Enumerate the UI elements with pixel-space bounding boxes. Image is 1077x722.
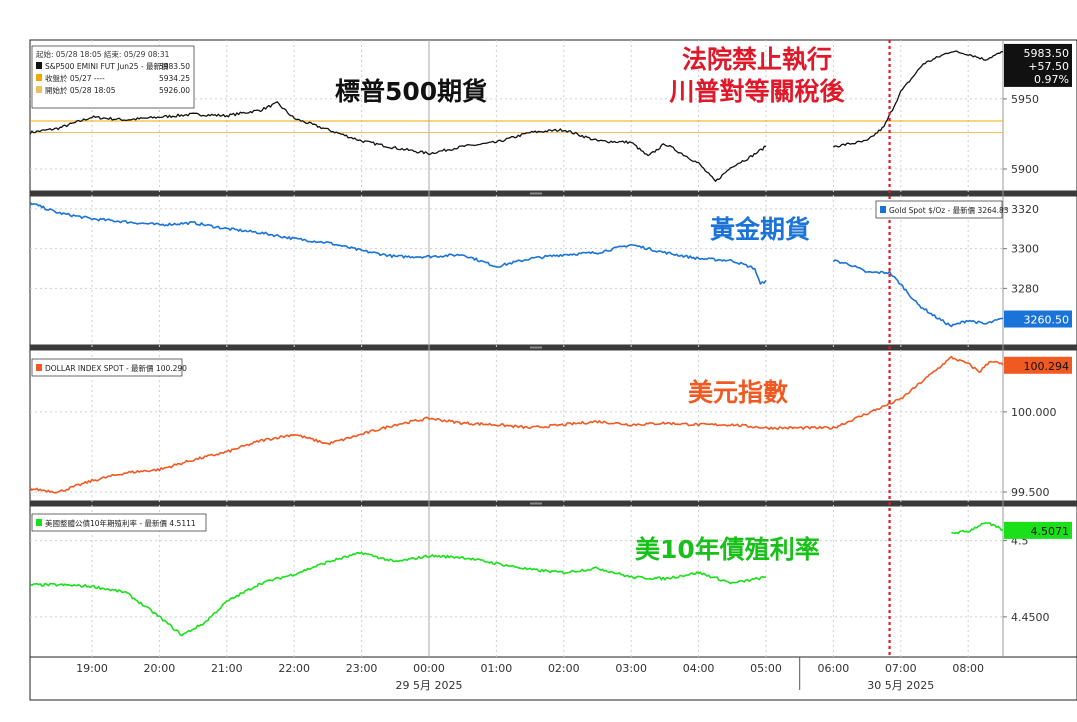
gold-last-value-label: 3260.50 <box>1024 314 1070 327</box>
dxy-last-value-box <box>1004 356 1072 374</box>
gold-panel-title: 黃金期貨 <box>710 215 811 244</box>
legend-swatch-icon <box>36 86 42 93</box>
yield-legend-box[interactable] <box>31 513 207 532</box>
x-tick-label: 08:00 <box>952 662 984 675</box>
x-tick-label: 02:00 <box>548 662 580 675</box>
yield-panel-title: 美10年債殖利率 <box>635 535 820 564</box>
x-tick-label: 20:00 <box>144 662 176 675</box>
x-date-label: 29 5月 2025 <box>396 679 463 692</box>
separator-grip-icon <box>530 346 542 349</box>
x-tick-label: 06:00 <box>818 662 850 675</box>
legend-swatch-icon <box>880 206 886 213</box>
gold-legend-box[interactable] <box>875 200 1003 219</box>
separator-grip-icon <box>530 192 542 195</box>
spx-last-value-label: +57.50 <box>1028 60 1069 73</box>
dxy-panel-title: 美元指數 <box>688 378 789 407</box>
x-tick-label: 07:00 <box>885 662 917 675</box>
x-tick-label: 03:00 <box>615 662 647 675</box>
x-tick-label: 22:00 <box>278 662 310 675</box>
chart-frame <box>29 39 1077 701</box>
y-tick-label: 100.000 <box>1011 406 1057 419</box>
y-tick-label: 5900 <box>1011 163 1039 176</box>
x-tick-label: 05:00 <box>750 662 782 675</box>
yield-last-value-label: 4.5071 <box>1031 525 1070 538</box>
dxy-legend-box[interactable] <box>31 358 183 377</box>
legend-series-label: Gold Spot $/Oz - 最新價 3264.83 <box>889 205 1009 215</box>
event-annotation-line2: 川普對等關稅後 <box>669 77 845 106</box>
legend-series-label: 收盤於 05/27 ---- <box>45 73 105 83</box>
event-annotation-line1: 法院禁止執行 <box>681 45 832 74</box>
legend-series-value: 5934.25 <box>159 74 190 83</box>
x-tick-label: 00:00 <box>413 662 445 675</box>
panel-separator[interactable] <box>30 344 1077 351</box>
x-tick-label: 21:00 <box>211 662 243 675</box>
legend-swatch-icon <box>36 74 42 81</box>
spx-last-value-label: 5983.50 <box>1024 47 1070 60</box>
legend-swatch-icon <box>36 62 42 69</box>
x-tick-label: 01:00 <box>481 662 513 675</box>
spx-last-value-label: 0.97% <box>1034 73 1069 86</box>
legend-swatch-icon <box>36 364 42 371</box>
separator-grip-icon <box>530 502 542 505</box>
legend-series-label: DOLLAR INDEX SPOT - 最新價 100.290 <box>45 363 187 373</box>
spx-last-value-box <box>1004 43 1072 87</box>
legend-series-label: 美國整體公債10年期殖利率 - 最新價 4.5111 <box>45 518 196 528</box>
dxy-last-value-label: 100.294 <box>1024 360 1070 373</box>
spx-series-line <box>29 50 1004 182</box>
legend-series-value: 5983.50 <box>159 62 190 71</box>
x-tick-label: 23:00 <box>346 662 378 675</box>
y-tick-label: 5950 <box>1011 93 1039 106</box>
gold-series-line <box>29 201 1003 328</box>
dxy-series-line <box>29 355 1004 494</box>
y-tick-label: 3300 <box>1011 243 1039 256</box>
panel-separator[interactable] <box>30 190 1077 197</box>
yield-series-line <box>29 522 1004 637</box>
legend-series-label: 開始於 05/28 18:05 <box>45 85 116 95</box>
yield-last-value-box <box>1004 521 1072 539</box>
y-tick-label: 4.4500 <box>1011 611 1050 624</box>
spx-legend-header: 起始: 05/28 18:05 結束: 05/29 08:31 <box>36 49 170 59</box>
panel-separator[interactable] <box>30 500 1077 507</box>
legend-series-label: S&P500 EMINI FUT Jun25 - 最新價 <box>45 61 169 71</box>
spx-panel-title: 標普500期貨 <box>335 77 488 106</box>
y-tick-label: 3280 <box>1011 282 1039 295</box>
x-date-label: 30 5月 2025 <box>867 679 934 692</box>
spx-legend-box[interactable] <box>31 45 195 109</box>
y-tick-label: 3320 <box>1011 203 1039 216</box>
legend-swatch-icon <box>36 519 42 526</box>
x-tick-label: 04:00 <box>683 662 715 675</box>
legend-series-value: 5926.00 <box>159 86 190 95</box>
x-tick-label: 19:00 <box>76 662 108 675</box>
gold-last-value-box <box>1004 310 1072 328</box>
y-tick-label: 99.500 <box>1011 486 1050 499</box>
